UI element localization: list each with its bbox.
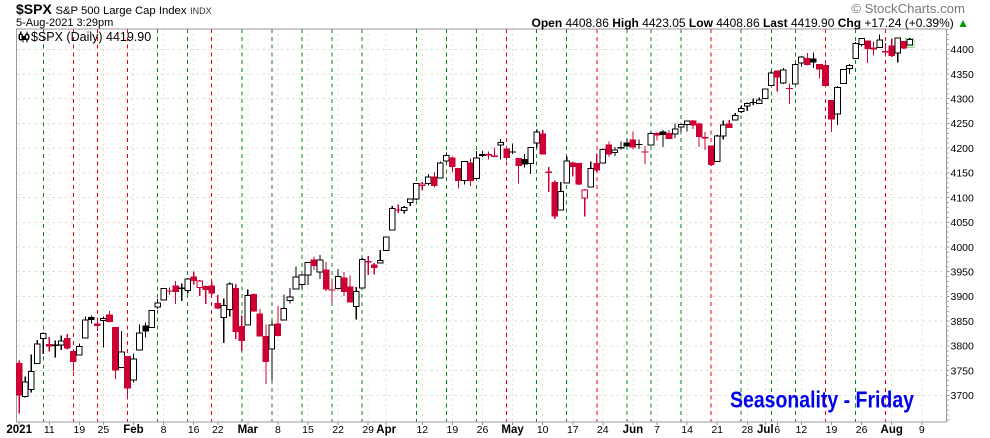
svg-text:3900: 3900 — [951, 291, 975, 303]
svg-text:8: 8 — [161, 424, 167, 436]
svg-text:12: 12 — [796, 424, 808, 436]
svg-text:6: 6 — [774, 424, 780, 436]
svg-text:Feb: Feb — [123, 424, 143, 436]
svg-text:11: 11 — [44, 424, 55, 436]
svg-text:21: 21 — [711, 424, 723, 436]
svg-text:Seasonality - Friday: Seasonality - Friday — [730, 387, 914, 413]
svg-text:8: 8 — [275, 424, 281, 436]
svg-text:4000: 4000 — [951, 242, 975, 254]
svg-text:25: 25 — [98, 424, 110, 436]
svg-text:3800: 3800 — [951, 341, 975, 353]
svg-text:Jul: Jul — [757, 424, 774, 436]
svg-text:4050: 4050 — [951, 217, 975, 229]
svg-text:28: 28 — [741, 424, 753, 436]
svg-text:19: 19 — [447, 424, 459, 436]
svg-text:3950: 3950 — [951, 267, 975, 279]
svg-text:4250: 4250 — [951, 118, 975, 130]
svg-text:9: 9 — [919, 424, 925, 436]
svg-text:7: 7 — [654, 424, 660, 436]
svg-text:26: 26 — [477, 424, 489, 436]
svg-text:14: 14 — [681, 424, 693, 436]
svg-text:Mar: Mar — [238, 424, 259, 436]
svg-text:4350: 4350 — [951, 69, 975, 81]
svg-text:22: 22 — [332, 424, 344, 436]
svg-text:29: 29 — [362, 424, 374, 436]
svg-text:19: 19 — [74, 424, 86, 436]
svg-text:4400: 4400 — [951, 44, 975, 56]
svg-text:3850: 3850 — [951, 316, 975, 328]
svg-text:4200: 4200 — [951, 143, 975, 155]
svg-text:Apr: Apr — [376, 424, 396, 436]
svg-text:19: 19 — [826, 424, 838, 436]
svg-text:May: May — [501, 424, 524, 436]
svg-text:12: 12 — [416, 424, 428, 436]
svg-text:4300: 4300 — [951, 94, 975, 106]
svg-text:15: 15 — [302, 424, 314, 436]
svg-text:17: 17 — [567, 424, 579, 436]
svg-text:4100: 4100 — [951, 192, 975, 204]
svg-text:$SPX (Daily) 4419.90: $SPX (Daily) 4419.90 — [31, 30, 151, 44]
svg-text:10: 10 — [537, 424, 549, 436]
svg-text:22: 22 — [212, 424, 224, 436]
svg-text:2021: 2021 — [6, 424, 32, 436]
svg-text:3700: 3700 — [951, 390, 975, 402]
svg-text:Aug: Aug — [881, 424, 903, 436]
svg-text:24: 24 — [597, 424, 609, 436]
svg-text:3750: 3750 — [951, 365, 975, 377]
svg-text:26: 26 — [856, 424, 868, 436]
svg-text:16: 16 — [188, 424, 200, 436]
svg-text:Jun: Jun — [623, 424, 643, 436]
svg-text:4150: 4150 — [951, 168, 975, 180]
